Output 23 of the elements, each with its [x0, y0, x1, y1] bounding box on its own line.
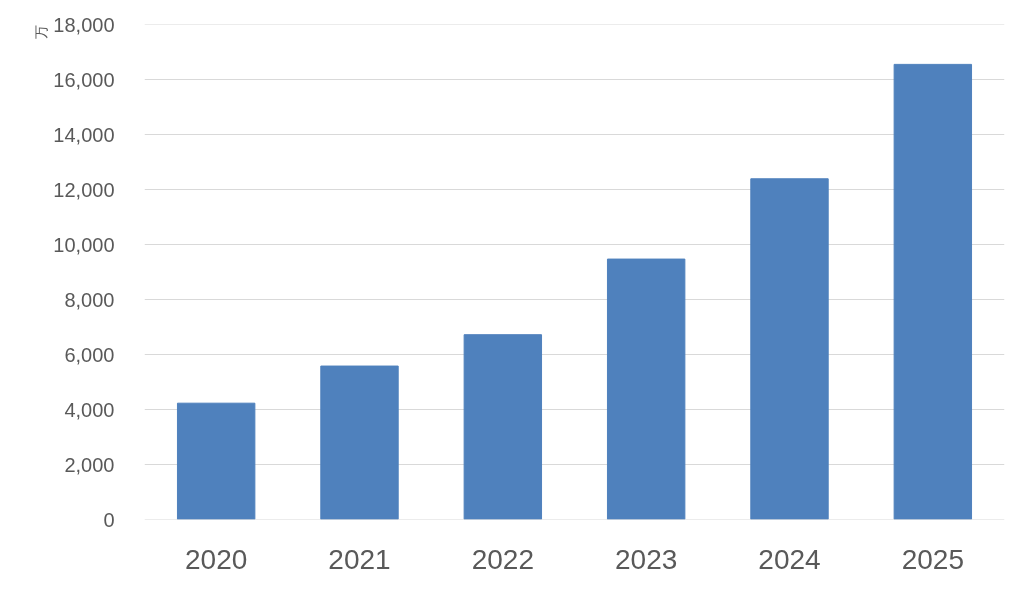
bar	[893, 63, 973, 520]
bar	[320, 365, 399, 520]
y-tick-label: 16,000	[53, 68, 115, 91]
y-tick-label: 2,000	[64, 453, 115, 476]
y-tick-label: 12,000	[53, 178, 115, 201]
y-tick-label: 6,000	[64, 343, 115, 366]
y-tick-label: 14,000	[53, 123, 115, 146]
x-tick-label: 2020	[185, 543, 248, 575]
y-tick-label: 18,000	[53, 13, 115, 36]
y-tick-label: 4,000	[64, 398, 115, 421]
bar	[606, 258, 686, 520]
x-tick-label: 2021	[328, 543, 391, 575]
bar	[750, 178, 829, 520]
y-tick-label: 10,000	[53, 233, 115, 256]
x-tick-label: 2023	[615, 543, 678, 575]
bar	[463, 334, 543, 520]
bar	[176, 402, 256, 520]
y-tick-label: 0	[103, 508, 115, 531]
x-tick-label: 2025	[901, 543, 964, 575]
y-tick-label: 8,000	[64, 288, 115, 311]
y-axis-title: 万	[32, 24, 49, 39]
x-tick-label: 2022	[471, 543, 534, 575]
x-tick-label: 2024	[758, 543, 821, 575]
